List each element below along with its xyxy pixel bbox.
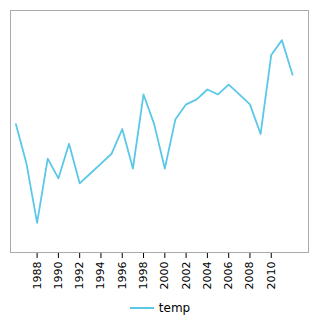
- svg-text:1994: 1994: [94, 262, 107, 290]
- svg-text:1996: 1996: [116, 262, 129, 290]
- svg-text:2004: 2004: [201, 262, 214, 290]
- svg-text:1992: 1992: [73, 262, 86, 290]
- svg-text:2006: 2006: [222, 262, 235, 290]
- svg-text:2010: 2010: [265, 262, 278, 290]
- svg-text:2000: 2000: [158, 262, 171, 290]
- svg-text:1990: 1990: [52, 262, 65, 290]
- svg-text:2002: 2002: [180, 262, 193, 290]
- html-text:temp: temp: [158, 301, 191, 315]
- svg-text:1998: 1998: [137, 262, 150, 290]
- svg-text:2008: 2008: [243, 262, 256, 290]
- svg-text:1988: 1988: [31, 262, 44, 290]
